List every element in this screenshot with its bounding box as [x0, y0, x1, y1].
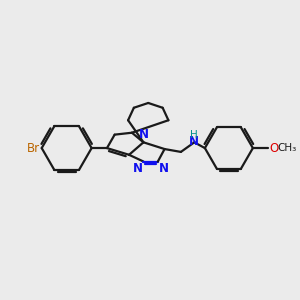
Text: Br: Br	[27, 142, 40, 154]
Text: N: N	[159, 163, 169, 176]
Text: CH₃: CH₃	[278, 143, 297, 153]
Text: O: O	[269, 142, 278, 154]
Text: H: H	[190, 130, 198, 140]
Text: N: N	[189, 135, 199, 148]
Text: N: N	[139, 128, 148, 141]
Text: N: N	[133, 163, 142, 176]
